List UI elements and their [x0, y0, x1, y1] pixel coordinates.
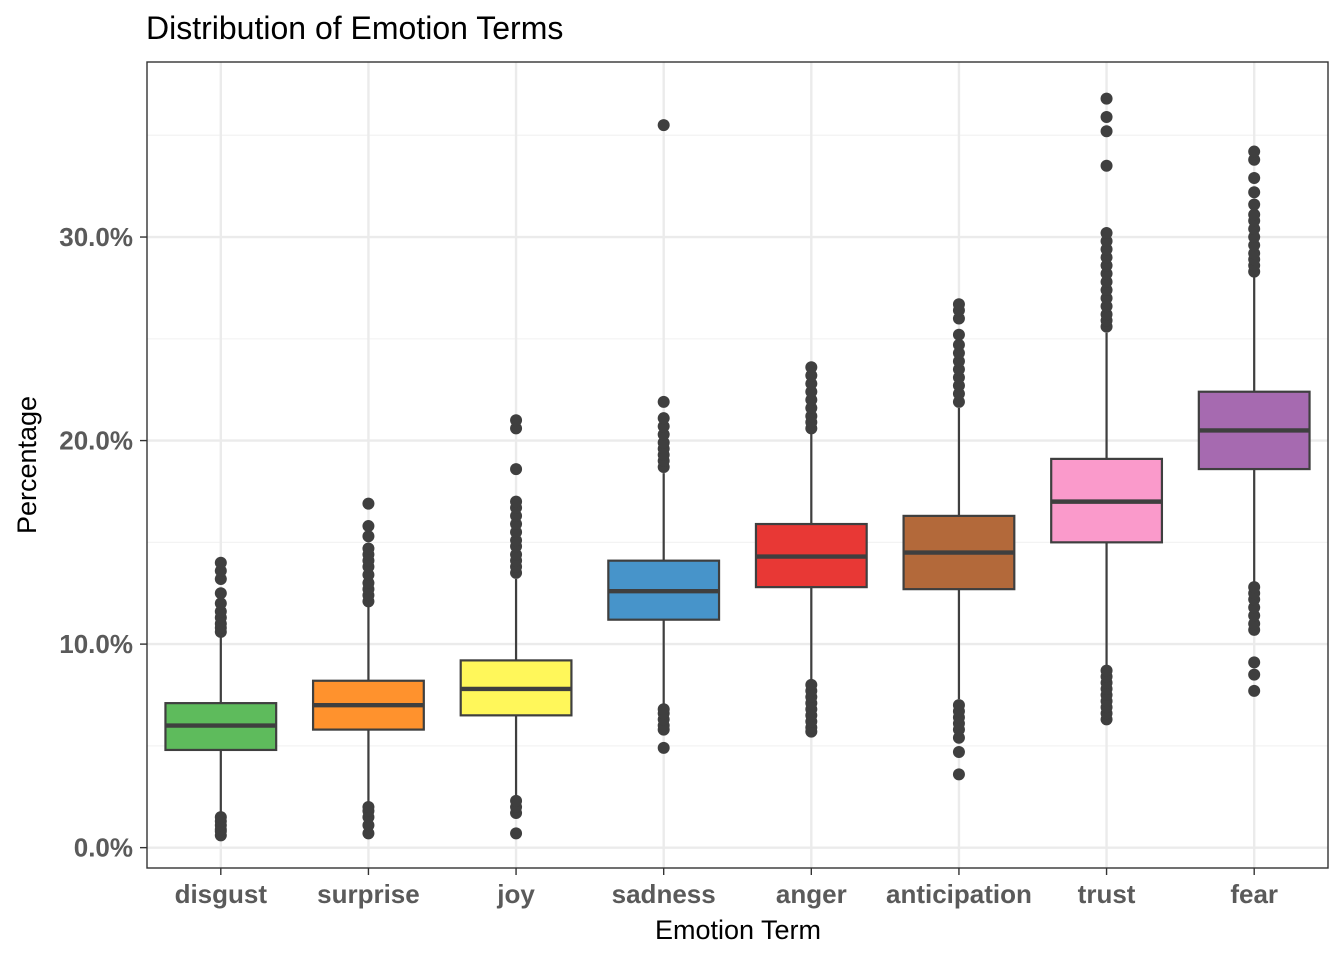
grid-minor — [147, 134, 1328, 747]
outlier-point — [657, 703, 670, 716]
outlier-point — [1248, 581, 1261, 594]
y-tick-label: 10.0% — [59, 629, 133, 659]
x-tick-label-sadness: sadness — [612, 879, 716, 909]
outlier-point — [952, 768, 965, 781]
outlier-point — [1248, 198, 1261, 211]
box-disgust — [164, 556, 278, 842]
outlier-point — [362, 497, 375, 510]
outlier-point — [657, 741, 670, 754]
box-fear — [1197, 145, 1311, 697]
x-tick-label-anticipation: anticipation — [886, 879, 1032, 909]
box-anticipation — [902, 298, 1016, 781]
y-axis: 0.0% 10.0% 20.0% 30.0% — [59, 222, 147, 863]
outlier-point — [1100, 110, 1113, 123]
outlier-point — [1100, 664, 1113, 677]
x-tick-label-joy: joy — [496, 879, 535, 909]
outlier-point — [510, 495, 523, 508]
outlier-point — [952, 699, 965, 712]
outlier-point — [214, 556, 227, 569]
outlier-point — [510, 414, 523, 427]
box-sadness — [607, 119, 721, 754]
outlier-point — [1248, 208, 1261, 221]
outlier-point — [362, 800, 375, 813]
outlier-point — [952, 745, 965, 758]
outlier-point — [362, 530, 375, 543]
outlier-point — [952, 338, 965, 351]
outlier-point — [1100, 92, 1113, 105]
outlier-point — [214, 811, 227, 824]
panel-border — [146, 61, 1329, 869]
x-tick-label-anger: anger — [776, 879, 847, 909]
plot-panel — [146, 61, 1329, 869]
outlier-point — [952, 298, 965, 311]
outlier-point — [1248, 186, 1261, 199]
box-trust — [1050, 92, 1164, 726]
outlier-point — [1100, 159, 1113, 172]
box-surprise — [311, 497, 425, 840]
outlier-point — [1100, 226, 1113, 239]
x-tick-label-surprise: surprise — [317, 879, 420, 909]
outlier-point — [805, 678, 818, 691]
outlier-point — [1248, 145, 1261, 158]
outlier-point — [362, 542, 375, 555]
outlier-point — [952, 328, 965, 341]
y-axis-title: Percentage — [12, 396, 42, 534]
outlier-point — [1248, 684, 1261, 697]
box-joy — [459, 414, 573, 840]
outlier-point — [214, 587, 227, 600]
outlier-point — [362, 520, 375, 533]
outlier-point — [805, 361, 818, 374]
y-tick-label: 30.0% — [59, 222, 133, 252]
x-tick-label-disgust: disgust — [175, 879, 268, 909]
x-tick-label-trust: trust — [1078, 879, 1136, 909]
outlier-point — [510, 794, 523, 807]
x-axis: disgust surprise joy sadness anger anticipati… — [175, 868, 1278, 909]
outlier-point — [1248, 656, 1261, 669]
box-anger — [754, 361, 868, 738]
chart-title: Distribution of Emotion Terms — [146, 10, 563, 46]
y-tick-label: 20.0% — [59, 426, 133, 456]
x-tick-label-fear: fear — [1230, 879, 1278, 909]
outlier-point — [214, 597, 227, 610]
boxplots — [164, 92, 1311, 842]
outlier-point — [510, 463, 523, 476]
y-tick-label: 0.0% — [74, 833, 133, 863]
outlier-point — [510, 827, 523, 840]
outlier-point — [1248, 172, 1261, 185]
outlier-point — [657, 119, 670, 132]
x-axis-title: Emotion Term — [655, 915, 821, 945]
outlier-point — [1248, 668, 1261, 681]
outlier-point — [1100, 125, 1113, 138]
outlier-point — [657, 412, 670, 425]
outlier-point — [657, 395, 670, 408]
